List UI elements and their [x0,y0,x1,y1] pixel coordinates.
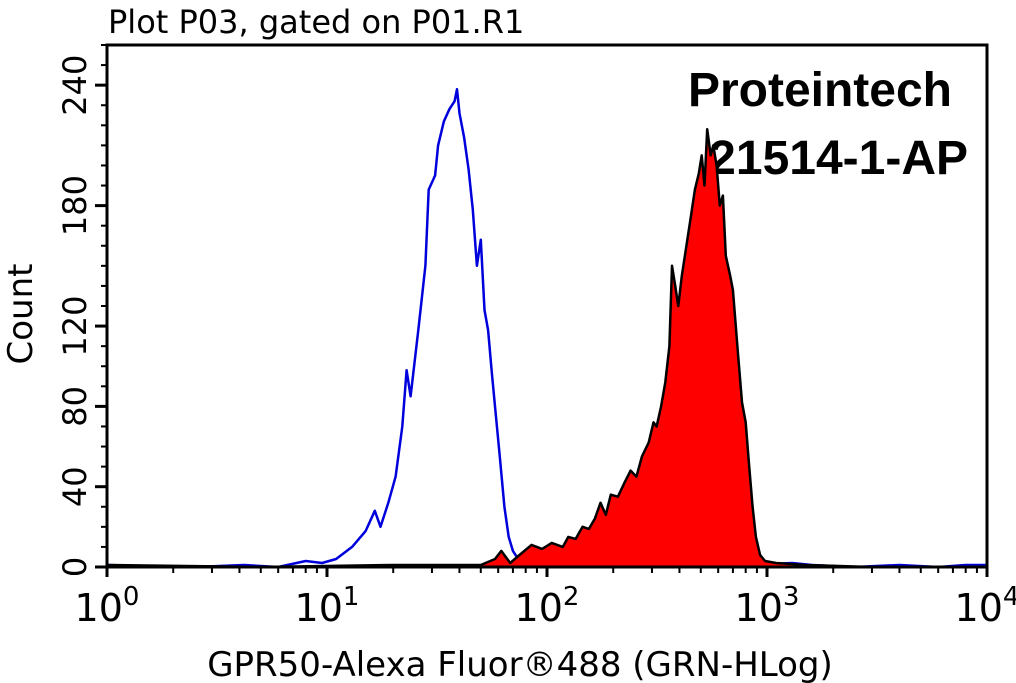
y-tick-label: 80 [56,386,94,427]
catalog-annotation: 21514-1-AP [709,132,968,185]
series-sample-outline [106,128,987,569]
y-tick-label: 240 [56,55,94,116]
x-tick-label: 101 [295,582,360,630]
x-axis-label: GPR50-Alexa Fluor®488 (GRN-HLog) [207,645,833,683]
x-tick-label: 104 [955,582,1016,630]
y-tick-label: 40 [56,466,94,507]
y-tick-label: 0 [56,557,94,577]
x-axis-ticks: 100 101 102 103 104 [75,567,1016,630]
x-tick-label: 103 [735,582,800,630]
brand-annotation: Proteintech [688,64,952,117]
x-tick-label: 102 [515,582,580,630]
chart-title: Plot P03, gated on P01.R1 [108,3,524,41]
x-tick-label: 100 [75,582,140,630]
y-tick-label: 180 [56,175,94,236]
series-sample-fill [107,129,987,568]
plot-frame [105,43,989,569]
y-axis-label: Count [1,264,41,365]
y-tick-label: 120 [56,296,94,357]
y-axis-ticks: 0 40 80 120 180 240 [56,44,107,577]
